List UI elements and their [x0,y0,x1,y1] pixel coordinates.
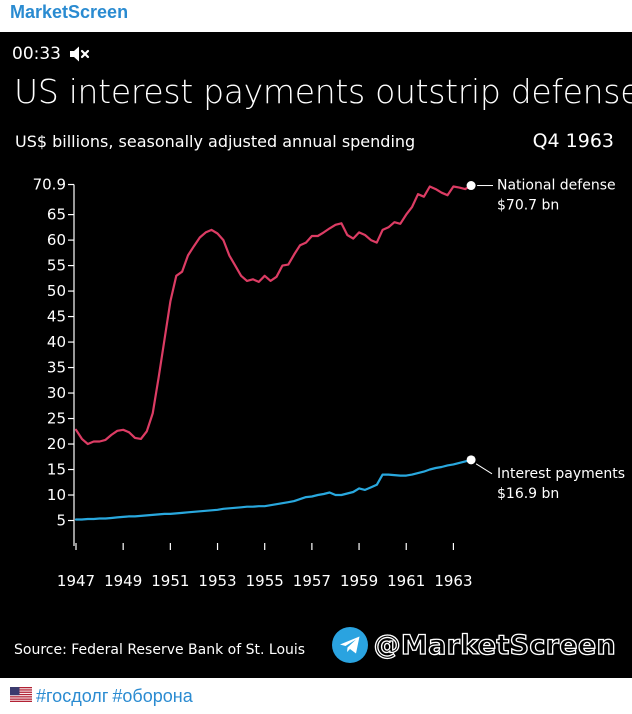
hashtag-link[interactable]: #госдолг [36,686,109,706]
chart-period-label: Q4 1963 [532,130,614,152]
x-tick-label: 1953 [198,572,236,590]
series-end-value: $70.7 bn [497,198,559,214]
y-tick-label: 45 [47,308,66,326]
video-time: 00:33 [12,44,61,64]
chart-source: Source: Federal Reserve Bank of St. Loui… [14,642,306,658]
series-line-interest-payments [74,458,473,521]
y-tick-label: 20 [47,435,66,453]
post-hashtags: #госдолг #оборона [10,686,193,707]
watermark-text: @MarketScreen [373,629,616,661]
series-end-label: Interest payments [497,466,625,482]
telegram-icon [331,627,368,663]
series-end-value: $16.9 bn [497,486,559,502]
speaker-muted-icon[interactable] [69,45,91,63]
x-tick-label: 1963 [434,572,472,590]
y-tick-label: 35 [47,359,66,377]
watermark: @MarketScreen [331,627,616,663]
y-tick-label: 5 [56,512,66,530]
series-end-marker [466,455,476,465]
y-tick-label: 10 [47,486,66,504]
end-label-leader [475,463,493,475]
x-tick-label: 1961 [387,572,425,590]
us-flag-icon [10,686,32,707]
chart-subtitle: US$ billions, seasonally adjusted annual… [15,132,416,151]
hashtag-link[interactable]: #оборона [112,686,193,706]
y-tick-label: 55 [47,257,66,275]
video-player[interactable]: 00:33 US interest payments outstrip defe… [0,32,632,678]
chart-title: US interest payments outstrip defense [14,72,632,111]
y-tick-label: 25 [47,410,66,428]
x-tick-label: 1949 [104,572,142,590]
y-tick-label: 30 [47,384,66,402]
x-tick-label: 1955 [246,572,284,590]
y-tick-label: 40 [47,333,66,351]
series-end-marker [466,181,476,191]
y-tick-label: 15 [47,461,66,479]
video-timer: 00:33 [12,44,91,64]
x-tick-label: 1957 [293,572,331,590]
channel-name[interactable]: MarketScreen [10,2,129,22]
y-tick-label: 50 [47,282,66,300]
y-tick-label: 65 [47,206,66,224]
x-tick-label: 1947 [57,572,95,590]
series-end-label: National defense [497,178,616,194]
x-tick-label: 1959 [340,572,378,590]
y-max-tick-label: 70.9 [33,176,66,194]
y-tick-label: 60 [47,231,66,249]
chart-plot: 1947 1949 1951 1953 1955 1957 1959 1961 1963 5 10 1… [33,176,625,590]
x-tick-label: 1951 [151,572,189,590]
series-line-national-defense [74,184,473,446]
